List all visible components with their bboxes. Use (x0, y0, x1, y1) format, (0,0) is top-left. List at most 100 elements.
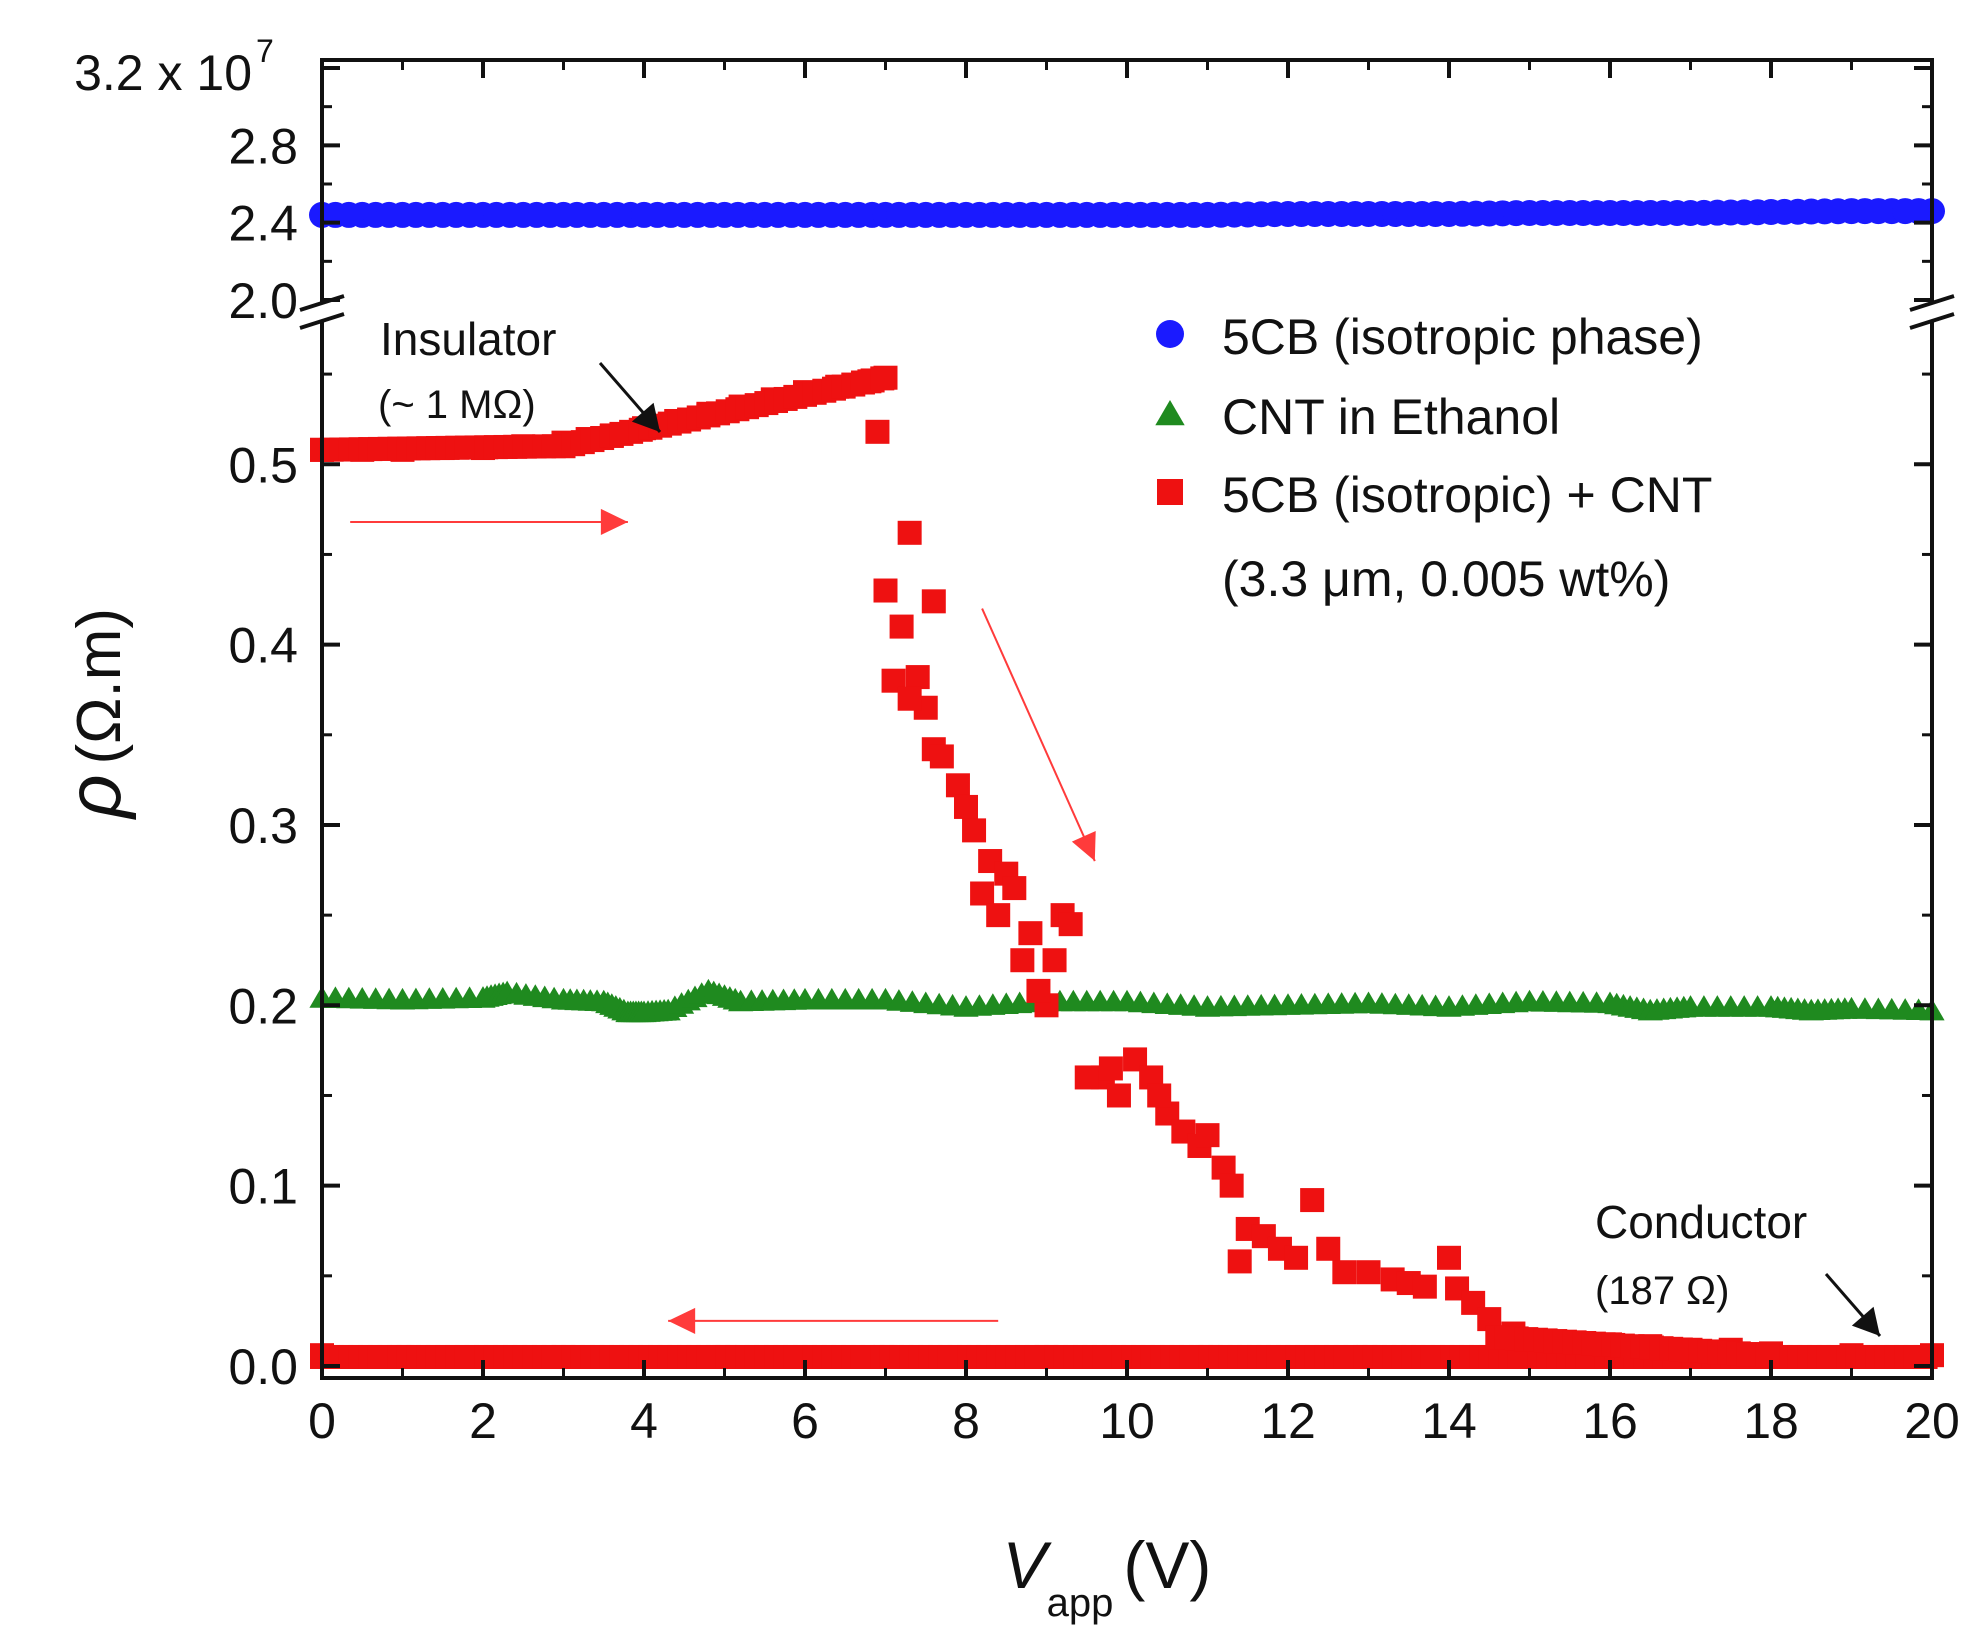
x-tick-label: 0 (308, 1393, 336, 1449)
insulator-arrow-head (631, 402, 660, 432)
data-point-5cb-cnt (865, 419, 890, 444)
drop-arrow (981, 608, 1096, 862)
data-point-5cb-cnt (897, 686, 922, 711)
y-tick-label: 0.2 (228, 978, 298, 1034)
x-tick-labels: 0 2 4 6 8 10 12 14 16 18 20 (308, 1393, 1960, 1449)
x-tick-label: 16 (1582, 1393, 1638, 1449)
data-point-5cb-cnt (921, 589, 946, 614)
x-tick-label: 10 (1099, 1393, 1155, 1449)
data-point-5cb-cnt (1227, 1249, 1252, 1274)
y-tick-label: 0.4 (228, 618, 298, 674)
data-point-5cb-cnt (1147, 1083, 1172, 1108)
break-gap-left (316, 302, 328, 322)
data-point-5cb-cnt (1010, 948, 1035, 973)
series-layer (309, 198, 1945, 1369)
data-point-5cb-cnt (945, 773, 970, 798)
data-point-5cb-cnt (1219, 1173, 1244, 1198)
x-tick-label: 6 (791, 1393, 819, 1449)
legend: 5CB (isotropic phase) CNT in Ethanol 5CB… (1155, 309, 1712, 607)
data-point-5cb-cnt (873, 578, 898, 603)
conductor-label: Conductor (1595, 1196, 1807, 1248)
data-point-5cb-cnt (1755, 1343, 1780, 1368)
x-axis-unit: (V) (1123, 1528, 1211, 1602)
conductor-arrow-head (1851, 1306, 1880, 1336)
data-point-5cb-cnt (1002, 876, 1027, 901)
x-tick-label: 8 (952, 1393, 980, 1449)
series-circle (309, 198, 1945, 228)
data-point-5cb-cnt (1412, 1274, 1437, 1299)
y-upper-tick-label: 2.4 (228, 196, 298, 252)
data-point-5cb-cnt (1018, 921, 1043, 946)
data-point-5cb-cnt (1026, 978, 1051, 1003)
break-gap-right (1926, 302, 1938, 322)
data-point-5cb-cnt (1098, 1056, 1123, 1081)
data-point-5cb-cnt (1042, 948, 1067, 973)
data-point-5cb-cnt (1058, 912, 1083, 937)
x-tick-label: 20 (1904, 1393, 1960, 1449)
y-tick-label: 0.1 (228, 1159, 298, 1215)
data-point-5cb-cnt (1195, 1123, 1220, 1148)
break-slash (299, 312, 345, 330)
x-tick-label: 4 (630, 1393, 658, 1449)
data-point-5cb-cnt (1300, 1188, 1325, 1213)
y-tick-label: 0.3 (228, 798, 298, 854)
y-upper-exponent: 7 (256, 33, 274, 69)
legend-marker-square (1157, 479, 1183, 505)
direction-arrows (350, 508, 1096, 1334)
conductor-value: (187 Ω) (1595, 1269, 1729, 1313)
legend-marker-triangle (1155, 400, 1185, 426)
x-axis-title: Vapp(V) (1003, 1528, 1212, 1625)
y-upper-tick-label: 3.2 x 10 (74, 45, 252, 101)
data-point-5cb-cnt (1284, 1245, 1309, 1270)
legend-label-5cb-cnt: 5CB (isotropic) + CNT (1222, 467, 1712, 523)
data-point-5cb-cnt (929, 744, 954, 769)
series-triangle (309, 978, 1945, 1023)
legend-label-cnt-ethanol: CNT in Ethanol (1222, 389, 1560, 445)
annotation-arrows (598, 362, 1882, 1337)
y-tick-label: 0.0 (228, 1339, 298, 1395)
data-point-5cb-cnt (897, 520, 922, 545)
x-tick-label: 12 (1260, 1393, 1316, 1449)
y-tick-labels-upper: 3.2 x 10 2.8 2.4 2.0 (74, 45, 298, 329)
y-tick-label: 0.5 (228, 437, 298, 493)
y-upper-tick-label: 2.0 (228, 273, 298, 329)
data-point-5cb-cnt (1356, 1260, 1381, 1285)
data-point-5cb-cnt (970, 881, 995, 906)
data-point-5cb-cnt (962, 818, 987, 843)
data-point-5cb-cnt (954, 794, 978, 819)
y-axis-symbol: ρ (52, 774, 137, 820)
annotations: Insulator (~ 1 MΩ) Conductor (187 Ω) (378, 313, 1882, 1337)
tick-marks (320, 60, 1934, 1378)
y-upper-tick-label: 2.8 (228, 118, 298, 174)
y-axis-title: ρ (Ω.m) (52, 608, 137, 820)
break-slash (1909, 312, 1955, 330)
data-point-5cb-cnt (1316, 1236, 1341, 1261)
data-point-5cb-cnt (1074, 1065, 1099, 1090)
legend-label-5cb-cnt-details: (3.3 μm, 0.005 wt%) (1222, 551, 1670, 607)
legend-marker-circle (1156, 320, 1184, 348)
series-square (310, 365, 1944, 1369)
x-tick-label: 14 (1421, 1393, 1477, 1449)
forward-sweep-arrow-head (600, 508, 628, 536)
reverse-sweep-arrow-head (668, 1307, 696, 1334)
data-point-5cb-cnt (870, 366, 895, 391)
data-point-5cb-cnt (1437, 1245, 1461, 1270)
plot-frame (320, 58, 1934, 1380)
y-axis-unit: (Ω.m) (65, 608, 134, 765)
break-slash (1909, 294, 1955, 312)
y-tick-labels-lower: 0.0 0.1 0.2 0.3 0.4 0.5 (228, 437, 298, 1395)
legend-label-5cb: 5CB (isotropic phase) (1222, 309, 1703, 365)
data-point-5cb-cnt (1332, 1260, 1357, 1285)
x-tick-label: 18 (1743, 1393, 1799, 1449)
insulator-value: (~ 1 MΩ) (378, 383, 536, 427)
x-tick-label: 2 (469, 1393, 497, 1449)
data-point-5cb-cnt (889, 614, 914, 639)
drop-arrow-head (1071, 831, 1096, 862)
data-point-5cb-cnt (986, 903, 1011, 928)
x-axis-symbol: V (1003, 1528, 1053, 1602)
data-point-5cb-cnt (1106, 1083, 1131, 1108)
insulator-label: Insulator (380, 313, 556, 365)
x-axis-subscript: app (1047, 1581, 1114, 1625)
data-point-5cb-cnt (905, 665, 930, 690)
